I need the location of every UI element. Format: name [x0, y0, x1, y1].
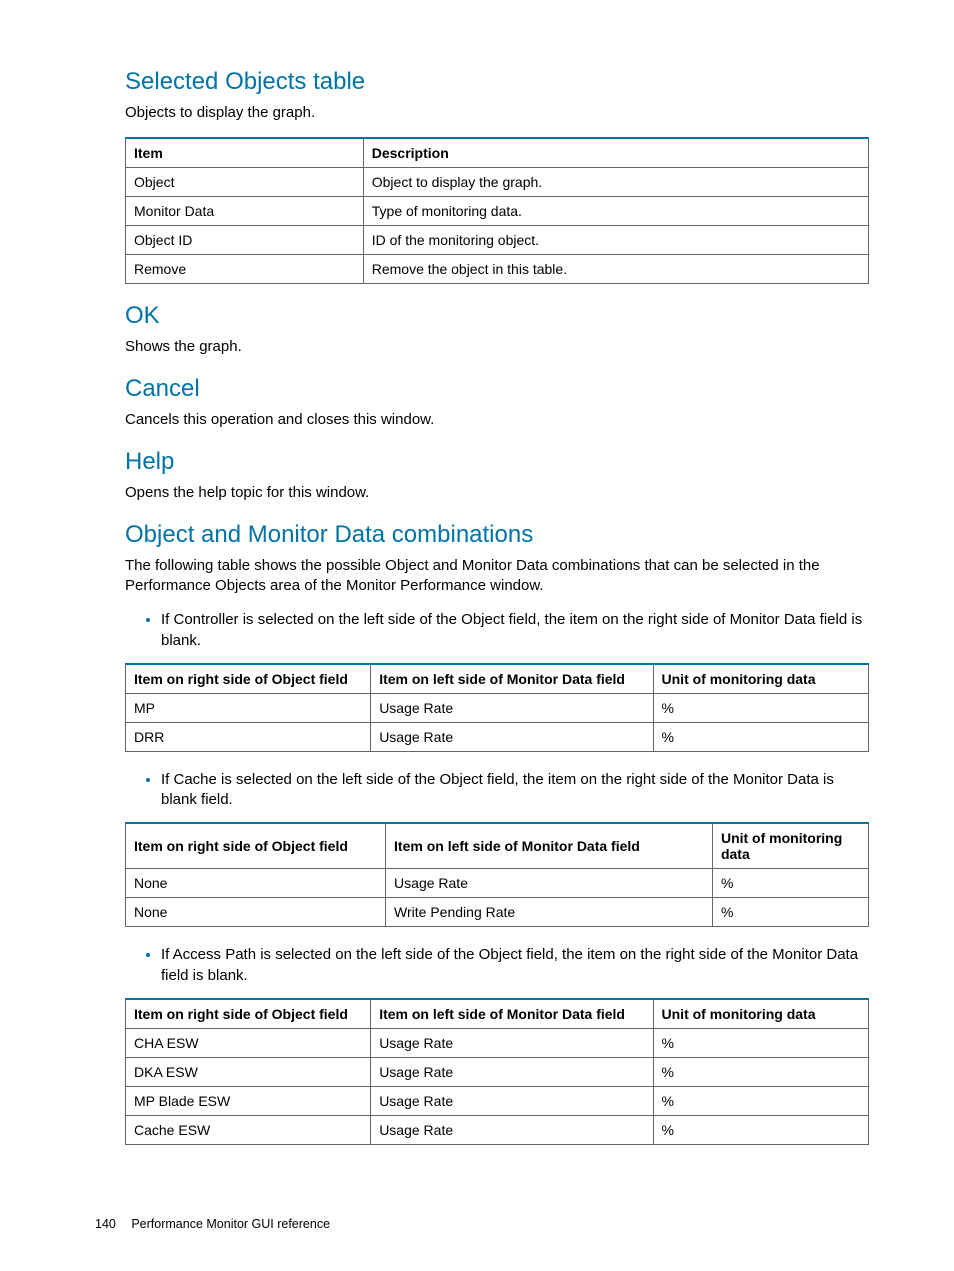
table-cell: Cache ESW: [126, 1115, 371, 1144]
table-cell: Usage Rate: [386, 869, 713, 898]
table-cell: %: [653, 1057, 868, 1086]
table-cell: Object to display the graph.: [363, 168, 868, 197]
table-row: DKA ESWUsage Rate%: [126, 1057, 869, 1086]
table-controller: Item on right side of Object fieldItem o…: [125, 663, 869, 752]
table-cell: ID of the monitoring object.: [363, 226, 868, 255]
table-header-cell: Unit of monitoring data: [653, 999, 868, 1029]
table-cell: Remove the object in this table.: [363, 255, 868, 284]
table-header-cell: Item on right side of Object field: [126, 823, 386, 869]
table-header-cell: Item on right side of Object field: [126, 999, 371, 1029]
table-access-path: Item on right side of Object fieldItem o…: [125, 998, 869, 1145]
table-header-cell: Item on left side of Monitor Data field: [371, 664, 653, 694]
table-row: CHA ESWUsage Rate%: [126, 1028, 869, 1057]
bullet-list-3: If Access Path is selected on the left s…: [125, 945, 869, 986]
table-cell: Type of monitoring data.: [363, 197, 868, 226]
table-cell: Usage Rate: [371, 1057, 653, 1086]
table-cell: Write Pending Rate: [386, 898, 713, 927]
table-cell: None: [126, 898, 386, 927]
heading-cancel: Cancel: [125, 375, 869, 404]
table-cell: Usage Rate: [371, 722, 653, 751]
table-header-cell: Unit of monitoring data: [712, 823, 868, 869]
table-row: Monitor DataType of monitoring data.: [126, 197, 869, 226]
table-cell: None: [126, 869, 386, 898]
body-ok: Shows the graph.: [125, 337, 869, 357]
bullet-list-1: If Controller is selected on the left si…: [125, 610, 869, 651]
table-cell: Object ID: [126, 226, 364, 255]
table-row: Object IDID of the monitoring object.: [126, 226, 869, 255]
table-cell: Usage Rate: [371, 1115, 653, 1144]
table-cell: MP Blade ESW: [126, 1086, 371, 1115]
table-row: ObjectObject to display the graph.: [126, 168, 869, 197]
table-cell: DKA ESW: [126, 1057, 371, 1086]
table-cell: %: [712, 869, 868, 898]
page-footer: 140 Performance Monitor GUI reference: [95, 1217, 330, 1231]
table-row: MP Blade ESWUsage Rate%: [126, 1086, 869, 1115]
table-header-cell: Item on left side of Monitor Data field: [371, 999, 653, 1029]
table-header-row: Item on right side of Object fieldItem o…: [126, 823, 869, 869]
heading-selected-objects: Selected Objects table: [125, 68, 869, 97]
table-cache: Item on right side of Object fieldItem o…: [125, 822, 869, 927]
table-row: DRRUsage Rate%: [126, 722, 869, 751]
table-cell: Usage Rate: [371, 693, 653, 722]
table-cell: Usage Rate: [371, 1086, 653, 1115]
table-cell: %: [653, 1028, 868, 1057]
table-cell: %: [653, 722, 868, 751]
table-row: MPUsage Rate%: [126, 693, 869, 722]
table-row: NoneWrite Pending Rate%: [126, 898, 869, 927]
bullet-controller: If Controller is selected on the left si…: [161, 610, 869, 651]
table-header-row: Item on right side of Object fieldItem o…: [126, 999, 869, 1029]
table-selected-objects: ItemDescriptionObjectObject to display t…: [125, 137, 869, 284]
table-cell: %: [653, 693, 868, 722]
table-row: RemoveRemove the object in this table.: [126, 255, 869, 284]
table-row: NoneUsage Rate%: [126, 869, 869, 898]
heading-ok: OK: [125, 302, 869, 331]
intro-combos: The following table shows the possible O…: [125, 556, 869, 597]
table-cell: CHA ESW: [126, 1028, 371, 1057]
footer-title: Performance Monitor GUI reference: [131, 1217, 330, 1231]
table-cell: %: [653, 1115, 868, 1144]
table-cell: Monitor Data: [126, 197, 364, 226]
table-header-row: ItemDescription: [126, 138, 869, 168]
table-cell: Usage Rate: [371, 1028, 653, 1057]
heading-combos: Object and Monitor Data combinations: [125, 521, 869, 550]
bullet-access-path: If Access Path is selected on the left s…: [161, 945, 869, 986]
table-cell: Object: [126, 168, 364, 197]
body-help: Opens the help topic for this window.: [125, 483, 869, 503]
page-number: 140: [95, 1217, 116, 1231]
table-cell: %: [653, 1086, 868, 1115]
document-page: Selected Objects table Objects to displa…: [0, 0, 954, 1271]
bullet-cache: If Cache is selected on the left side of…: [161, 770, 869, 811]
table-row: Cache ESWUsage Rate%: [126, 1115, 869, 1144]
table-cell: %: [712, 898, 868, 927]
bullet-list-2: If Cache is selected on the left side of…: [125, 770, 869, 811]
table-header-cell: Description: [363, 138, 868, 168]
heading-help: Help: [125, 448, 869, 477]
body-cancel: Cancels this operation and closes this w…: [125, 410, 869, 430]
table-header-cell: Unit of monitoring data: [653, 664, 868, 694]
table-header-row: Item on right side of Object fieldItem o…: [126, 664, 869, 694]
table-header-cell: Item on left side of Monitor Data field: [386, 823, 713, 869]
table-header-cell: Item: [126, 138, 364, 168]
table-header-cell: Item on right side of Object field: [126, 664, 371, 694]
table-cell: DRR: [126, 722, 371, 751]
intro-selected-objects: Objects to display the graph.: [125, 103, 869, 123]
table-cell: Remove: [126, 255, 364, 284]
table-cell: MP: [126, 693, 371, 722]
